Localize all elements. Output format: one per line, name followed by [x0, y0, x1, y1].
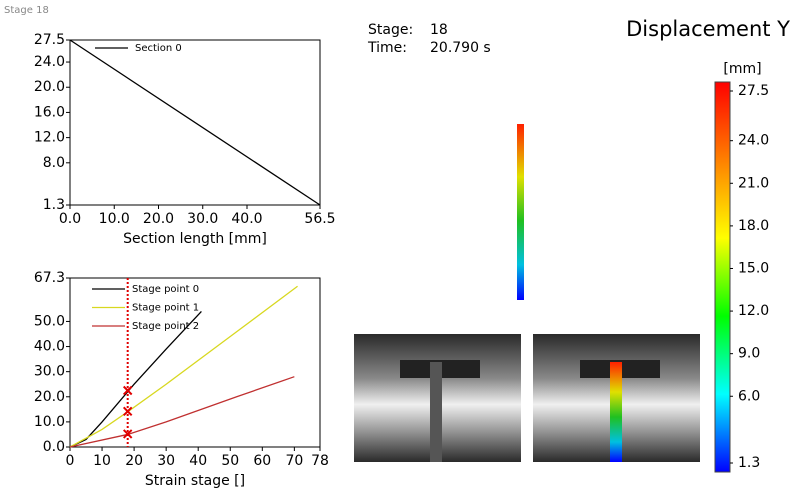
x-tick-label: 0 [66, 453, 75, 469]
y-tick-label: 27.5 [34, 32, 65, 48]
colorbar-tick-label: 27.5 [738, 83, 769, 99]
colorbar-tick-label: 24.0 [738, 133, 769, 149]
y-tick-label: 40.0 [34, 339, 65, 355]
x-tick-label: 0.0 [59, 211, 81, 227]
y-tick-label: 16.0 [34, 104, 65, 120]
x-tick-label: 40.0 [231, 211, 262, 227]
y-tick-label: 20.0 [34, 389, 65, 405]
time-label: Time: [367, 40, 407, 56]
colorbar-tick-label: 18.0 [738, 218, 769, 234]
cursor-marker [122, 406, 133, 417]
time-value: 20.790 s [430, 40, 491, 56]
x-tick-label: 78 [311, 453, 329, 469]
series-line [69, 376, 295, 448]
y-tick-label: 10.0 [34, 414, 65, 430]
x-tick-label: 60 [253, 453, 271, 469]
x-tick-label: 70 [285, 453, 303, 469]
stage-label: Stage: [368, 22, 413, 38]
specimen-strip [517, 124, 524, 300]
legend-label: Stage point 1 [132, 303, 199, 314]
series-line [69, 310, 202, 448]
colorbar-title: Displacement Y [626, 17, 790, 41]
legend-label: Section 0 [135, 43, 182, 54]
x-axis-label: Strain stage [] [145, 473, 245, 489]
camera-image-overlay [533, 334, 700, 462]
y-tick-label: 24.0 [34, 54, 65, 70]
x-tick-label: 20.0 [143, 211, 174, 227]
colorbar [714, 81, 731, 473]
cursor-marker [122, 385, 133, 396]
series-line [69, 39, 321, 206]
plot-frame [69, 277, 321, 448]
x-tick-label: 56.5 [304, 211, 335, 227]
y-tick-label: 8.0 [43, 155, 65, 171]
y-tick-label: 1.3 [43, 197, 65, 213]
y-tick-label: 50.0 [34, 313, 65, 329]
colorbar-tick-label: 6.0 [738, 388, 760, 404]
x-tick-label: 10 [93, 453, 111, 469]
stage-value: 18 [430, 22, 448, 38]
y-tick-label: 30.0 [34, 364, 65, 380]
x-tick-label: 30 [157, 453, 175, 469]
colorbar-unit: [mm] [723, 61, 761, 77]
x-tick-label: 10.0 [99, 211, 130, 227]
x-tick-label: 50 [221, 453, 239, 469]
y-tick-label: 67.3 [34, 270, 65, 286]
series-line [69, 285, 298, 448]
x-axis-label: Section length [mm] [123, 231, 267, 247]
x-tick-label: 40 [189, 453, 207, 469]
x-tick-label: 20 [125, 453, 143, 469]
y-tick-label: 12.0 [34, 130, 65, 146]
y-tick-label: 20.0 [34, 79, 65, 95]
colorbar-tick-label: 12.0 [738, 303, 769, 319]
cursor-marker [122, 429, 133, 439]
colorbar-tick-label: 1.3 [738, 455, 760, 471]
colorbar-tick-label: 9.0 [738, 346, 760, 362]
x-tick-label: 30.0 [187, 211, 218, 227]
legend-label: Stage point 2 [132, 321, 199, 332]
colorbar-tick-label: 15.0 [738, 260, 769, 276]
camera-image [354, 334, 521, 462]
plot-frame [69, 39, 321, 206]
legend-label: Stage point 0 [132, 284, 199, 295]
colorbar-tick-label: 21.0 [738, 175, 769, 191]
y-tick-label: 0.0 [43, 439, 65, 455]
corner-label: Stage 18 [4, 5, 49, 16]
